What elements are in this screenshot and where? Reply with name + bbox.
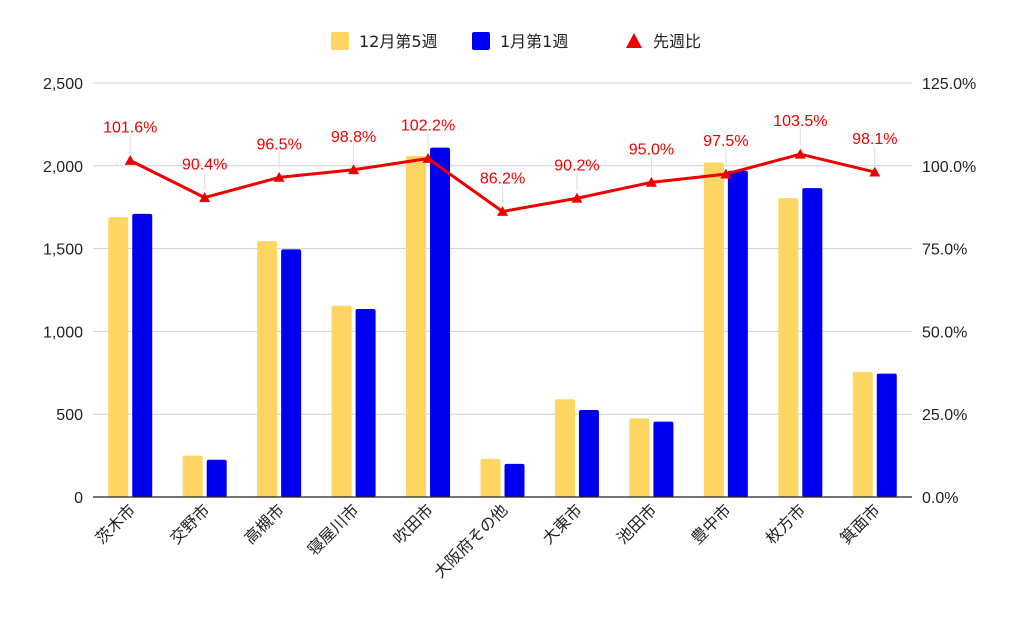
bar-this-week bbox=[430, 147, 451, 498]
x-tick-label: 大阪府その他 bbox=[430, 500, 511, 581]
x-tick-label: 池田市 bbox=[613, 500, 660, 547]
bar-this-week bbox=[504, 463, 525, 497]
x-tick-label: 寝屋川市 bbox=[304, 500, 363, 559]
ratio-data-label: 102.2% bbox=[401, 118, 455, 135]
y-left-tick-label: 2,500 bbox=[43, 76, 83, 93]
ratio-data-label: 103.5% bbox=[773, 113, 827, 130]
gridlines bbox=[93, 82, 912, 415]
y-left-tick-label: 1,000 bbox=[43, 324, 83, 341]
bar-this-week bbox=[653, 421, 674, 497]
bar-this-week bbox=[281, 249, 302, 497]
ratio-data-label: 97.5% bbox=[703, 133, 748, 150]
bar-prev-week bbox=[406, 155, 427, 497]
bar-this-week bbox=[876, 373, 897, 497]
axes: 0 500 1,000 1,500 2,000 2,500 0.0% 25.0% 50.0% 75… bbox=[43, 76, 976, 582]
ratio-data-label: 98.8% bbox=[331, 129, 376, 146]
ratio-point bbox=[794, 148, 806, 159]
x-tick-label: 箕面市 bbox=[836, 500, 883, 547]
y-right-tick-label: 125.0% bbox=[922, 76, 976, 93]
x-tick-label: 大東市 bbox=[538, 500, 585, 547]
bar-this-week bbox=[802, 188, 823, 497]
bar-prev-week bbox=[703, 162, 724, 497]
ratio-data-label: 98.1% bbox=[852, 131, 897, 148]
bar-prev-week bbox=[331, 305, 352, 497]
y-left-tick-label: 2,000 bbox=[43, 159, 83, 176]
y-right-tick-label: 0.0% bbox=[922, 490, 958, 507]
x-tick-label: 交野市 bbox=[166, 500, 213, 547]
ratio-data-label: 86.2% bbox=[480, 171, 525, 188]
ratio-data-label: 90.4% bbox=[182, 157, 227, 174]
y-left-tick-label: 0 bbox=[74, 490, 83, 507]
legend: 12月第5週 1月第1週 先週比 bbox=[331, 32, 701, 51]
ratio-data-label: 96.5% bbox=[256, 136, 301, 153]
ratio-data-label: 101.6% bbox=[103, 120, 157, 137]
bar-prev-week bbox=[182, 455, 203, 497]
bar-prev-week bbox=[852, 371, 873, 497]
bar-prev-week bbox=[554, 399, 575, 497]
legend-item: 先週比 bbox=[626, 32, 701, 51]
legend-label: 先週比 bbox=[653, 32, 701, 51]
y-left-tick-label: 500 bbox=[56, 407, 83, 424]
x-tick-label: 吹田市 bbox=[389, 500, 436, 547]
legend-item: 12月第5週 bbox=[331, 32, 438, 51]
bar-prev-week bbox=[480, 458, 501, 497]
y-left-tick-label: 1,500 bbox=[43, 242, 83, 259]
ratio-data-label: 90.2% bbox=[554, 157, 599, 174]
x-tick-label: 茨木市 bbox=[92, 500, 139, 547]
ratio-point bbox=[199, 192, 211, 202]
legend-swatch bbox=[472, 32, 490, 50]
legend-item: 1月第1週 bbox=[472, 32, 568, 51]
legend-label: 1月第1週 bbox=[500, 32, 568, 51]
ratio-point bbox=[273, 171, 285, 182]
ratio-data-label: 95.0% bbox=[629, 141, 674, 158]
ratio-point bbox=[645, 176, 657, 187]
x-tick-label: 高槻市 bbox=[241, 500, 288, 547]
ratio-point bbox=[720, 168, 732, 179]
ratio-point bbox=[869, 166, 881, 177]
ratio-point bbox=[348, 164, 360, 175]
bar-prev-week bbox=[629, 418, 650, 497]
bar-prev-week bbox=[257, 241, 278, 497]
y-right-tick-label: 75.0% bbox=[922, 242, 967, 259]
bar-this-week bbox=[355, 309, 376, 497]
y-right-tick-label: 100.0% bbox=[922, 159, 976, 176]
x-tick-label: 豊中市 bbox=[687, 500, 734, 547]
ratio-line: 101.6% 90.4% 96.5% 98.8% 102.2% 86.2% 90.2% 95.… bbox=[103, 113, 897, 216]
bar-this-week bbox=[206, 459, 227, 497]
legend-swatch bbox=[626, 33, 642, 48]
legend-swatch bbox=[331, 32, 349, 50]
bar-prev-week bbox=[778, 198, 799, 498]
ratio-point bbox=[571, 192, 583, 203]
bar-this-week bbox=[727, 170, 748, 497]
ratio-point bbox=[124, 155, 136, 165]
bars bbox=[108, 147, 897, 498]
bar-this-week bbox=[578, 410, 599, 497]
x-tick-label: 枚方市 bbox=[762, 500, 809, 547]
bar-prev-week bbox=[108, 217, 129, 498]
ratio-point bbox=[422, 153, 434, 163]
bar-this-week bbox=[132, 213, 153, 497]
y-right-tick-label: 25.0% bbox=[922, 407, 967, 424]
legend-label: 12月第5週 bbox=[359, 32, 438, 51]
ratio-point bbox=[497, 206, 508, 216]
y-right-tick-label: 50.0% bbox=[922, 324, 967, 341]
